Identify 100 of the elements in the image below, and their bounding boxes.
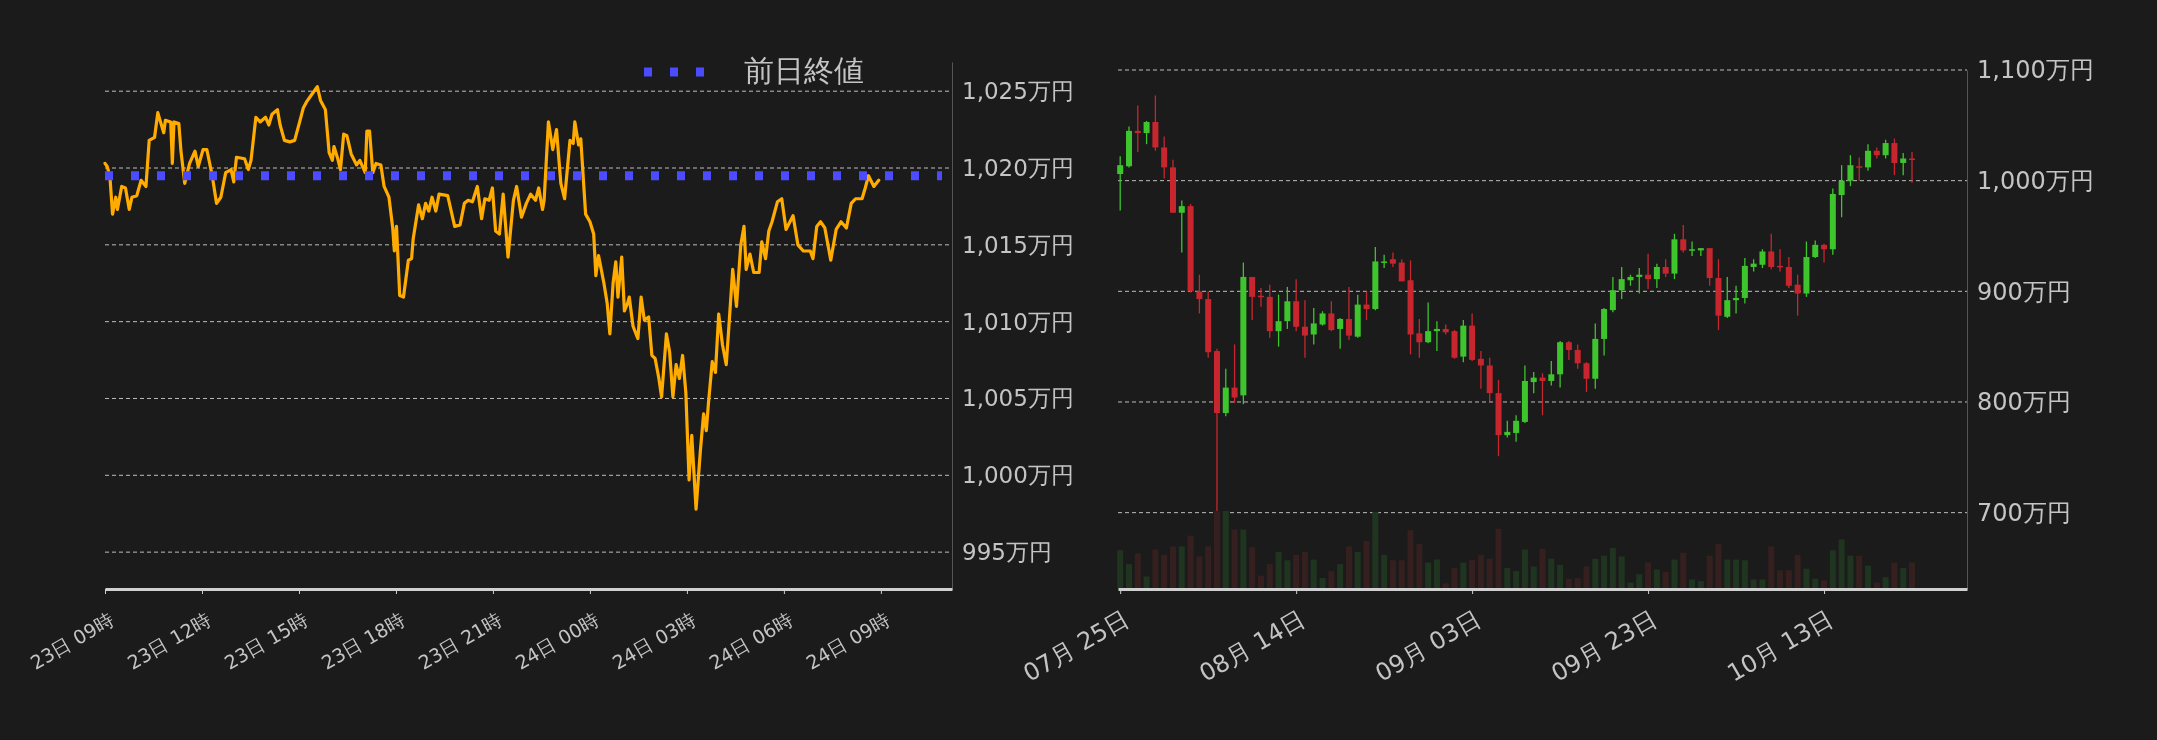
bar bbox=[1345, 546, 1352, 588]
bar bbox=[1354, 551, 1361, 588]
bar bbox=[1777, 570, 1784, 588]
y-tick-label: 1,020万円 bbox=[962, 154, 1074, 181]
candlestick bbox=[1381, 254, 1388, 269]
x-tick-label: 24日 00時 bbox=[511, 608, 603, 674]
bar bbox=[1653, 569, 1660, 588]
bar bbox=[1460, 562, 1467, 588]
candlestick bbox=[1794, 274, 1801, 317]
bar bbox=[1231, 529, 1238, 588]
bar bbox=[1574, 577, 1581, 588]
bar bbox=[1715, 544, 1722, 588]
bar bbox=[1275, 551, 1282, 588]
bar bbox=[1636, 574, 1643, 588]
bar bbox=[1372, 511, 1379, 588]
y-tick-label: 1,010万円 bbox=[962, 308, 1074, 335]
bar bbox=[1398, 560, 1405, 588]
bar bbox=[1821, 580, 1828, 588]
bar bbox=[1882, 577, 1889, 588]
x-tick-label: 24日 03時 bbox=[608, 608, 700, 674]
x-tick-label: 23日 09時 bbox=[26, 608, 118, 674]
bar bbox=[1909, 562, 1916, 588]
candlestick bbox=[1856, 156, 1863, 182]
y-tick-label: 1,000万円 bbox=[962, 462, 1074, 489]
y-tick-label: 700万円 bbox=[1977, 498, 2071, 527]
bar bbox=[1768, 546, 1775, 588]
candlestick bbox=[1249, 276, 1256, 321]
candlestick bbox=[1847, 154, 1854, 187]
bar bbox=[1900, 567, 1907, 588]
bar bbox=[1143, 576, 1150, 588]
bar bbox=[1618, 556, 1625, 588]
candlestick bbox=[1161, 135, 1168, 180]
bar bbox=[1601, 555, 1608, 588]
bar bbox=[1196, 556, 1203, 588]
candlestick bbox=[1609, 276, 1616, 313]
bar bbox=[1557, 564, 1564, 588]
bar bbox=[1301, 551, 1308, 588]
y-tick-label: 995万円 bbox=[962, 538, 1052, 565]
candlestick bbox=[1345, 286, 1352, 341]
bar bbox=[1565, 578, 1572, 588]
bar bbox=[1680, 552, 1687, 588]
bar bbox=[1513, 571, 1520, 588]
bar bbox=[1126, 564, 1132, 588]
x-tick-label: 07月 25日 bbox=[1018, 604, 1134, 688]
bar bbox=[1433, 559, 1440, 588]
bar bbox=[1724, 559, 1731, 588]
bar bbox=[1741, 560, 1748, 588]
x-tick-label: 24日 06時 bbox=[705, 608, 797, 674]
bar bbox=[1706, 555, 1713, 588]
candlestick bbox=[1477, 350, 1484, 390]
bar bbox=[1319, 577, 1326, 588]
bar bbox=[1662, 571, 1669, 588]
candlestick bbox=[1724, 276, 1731, 319]
bar bbox=[1249, 547, 1256, 588]
bar bbox=[1161, 554, 1168, 588]
candlestick bbox=[1143, 120, 1150, 145]
bar bbox=[1222, 511, 1229, 588]
bar bbox=[1838, 539, 1845, 588]
y-tick-label: 1,025万円 bbox=[962, 78, 1074, 105]
bar bbox=[1213, 511, 1220, 588]
bar bbox=[1486, 558, 1493, 588]
bar bbox=[1873, 582, 1880, 588]
bar bbox=[1187, 535, 1194, 588]
bar bbox=[1733, 559, 1740, 588]
candlestick bbox=[1548, 360, 1555, 387]
bar bbox=[1592, 558, 1599, 588]
bar bbox=[1469, 560, 1476, 588]
bar bbox=[1785, 570, 1792, 588]
y-tick-label: 1,005万円 bbox=[962, 385, 1074, 412]
bar bbox=[1812, 578, 1819, 588]
bar bbox=[1847, 555, 1854, 588]
candlestick bbox=[1768, 233, 1775, 270]
y-tick-label: 1,100万円 bbox=[1977, 56, 2094, 85]
candlestick bbox=[1891, 137, 1898, 176]
bar bbox=[1134, 553, 1141, 588]
x-tick-label: 23日 12時 bbox=[123, 608, 215, 674]
candlestick bbox=[1328, 300, 1335, 332]
bar bbox=[1169, 546, 1176, 588]
bar bbox=[1477, 554, 1484, 588]
legend-label: 前日終値 bbox=[744, 52, 864, 88]
candlestick bbox=[1539, 372, 1546, 416]
bar bbox=[1293, 554, 1300, 588]
y-tick-label: 900万円 bbox=[1977, 277, 2071, 306]
candlestick bbox=[1882, 139, 1889, 160]
bar bbox=[1266, 564, 1273, 588]
bar bbox=[1627, 582, 1634, 588]
bar bbox=[1829, 550, 1836, 588]
bar bbox=[1891, 562, 1898, 588]
bar bbox=[1284, 560, 1291, 588]
bar bbox=[1451, 567, 1458, 588]
candlestick bbox=[1178, 199, 1185, 254]
bar bbox=[1257, 575, 1264, 588]
x-tick-label: 24日 09時 bbox=[802, 608, 894, 674]
bar bbox=[1794, 554, 1801, 588]
candlestick bbox=[1275, 293, 1282, 348]
bar bbox=[1504, 567, 1511, 588]
bar bbox=[1337, 564, 1344, 588]
candlestick bbox=[1636, 267, 1643, 295]
x-tick-label: 23日 18時 bbox=[317, 608, 409, 674]
bar bbox=[1117, 550, 1124, 588]
